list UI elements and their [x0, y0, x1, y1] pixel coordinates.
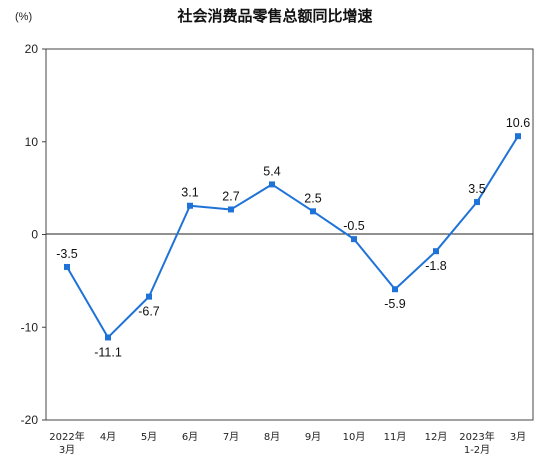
data-point-marker: [392, 286, 398, 293]
x-tick-line: 3月: [510, 431, 526, 443]
x-tick-label: 6月: [182, 431, 198, 443]
x-tick-label: 7月: [223, 431, 239, 443]
x-tick-line: 1-2月: [464, 444, 490, 456]
x-tick-label: 2023年 1-2月: [459, 430, 494, 456]
x-tick-line: 2022年: [49, 430, 84, 443]
data-label: -3.5: [56, 247, 78, 261]
data-point-marker: [146, 293, 152, 300]
x-tick-label: 4月: [100, 431, 116, 443]
x-tick-label: 5月: [141, 431, 157, 443]
data-label: -5.9: [384, 297, 406, 311]
data-label: -11.1: [94, 345, 122, 359]
data-markers: [64, 133, 521, 341]
data-point-marker: [64, 263, 70, 270]
x-tick-label: 10月: [343, 431, 366, 443]
data-label: -6.7: [138, 305, 160, 319]
x-tick-line: 10月: [343, 431, 366, 443]
x-tick-line: 8月: [264, 431, 280, 443]
x-tick-line: 6月: [182, 431, 198, 443]
x-tick-label: 9月: [305, 431, 321, 443]
x-tick-line: 5月: [141, 431, 157, 443]
y-tick-label: 10: [25, 135, 39, 149]
data-label: -1.8: [425, 259, 447, 273]
data-label: 2.7: [222, 189, 239, 203]
data-point-marker: [310, 208, 316, 215]
data-label: 3.1: [181, 186, 198, 200]
data-point-marker: [474, 199, 480, 206]
x-tick-label: 3月: [510, 431, 526, 443]
x-tick-line: 11月: [384, 431, 407, 443]
y-axis-ticks: 20 10 0 -10 -20: [21, 42, 46, 427]
data-point-marker: [105, 334, 111, 341]
y-tick-label: -10: [21, 320, 39, 334]
x-tick-label: 12月: [425, 431, 448, 443]
data-label: 3.5: [468, 182, 485, 196]
series-line: [66, 135, 519, 339]
y-tick-label: 0: [31, 228, 38, 242]
data-point-marker: [228, 206, 234, 213]
x-tick-line: 7月: [223, 431, 239, 443]
data-label: 5.4: [263, 164, 280, 178]
data-label: 2.5: [304, 191, 321, 205]
chart-title: 社会消费品零售总额同比增速: [176, 7, 372, 25]
x-tick-label: 11月: [384, 431, 407, 443]
y-tick-label: -20: [21, 413, 39, 427]
x-tick-line: 4月: [100, 431, 116, 443]
data-label: -0.5: [343, 219, 365, 233]
data-labels: -3.5 -11.1 -6.7 3.1 2.7 5.4 2.5 -0.5 -5.9 -1.8 3.5…: [56, 116, 530, 359]
data-point-marker: [515, 133, 521, 140]
data-label: 10.6: [506, 116, 530, 130]
x-tick-line: 9月: [305, 431, 321, 443]
x-tick-line: 2023年: [459, 430, 494, 443]
x-tick-label: 2022年 3月: [49, 430, 84, 456]
x-tick-label: 8月: [264, 431, 280, 443]
data-point-marker: [433, 248, 439, 255]
y-tick-label: 20: [25, 42, 39, 56]
y-unit-label: (%): [15, 11, 32, 23]
data-point-marker: [269, 181, 275, 188]
x-tick-line: 12月: [425, 431, 448, 443]
x-tick-line: 3月: [59, 444, 75, 456]
data-point-marker: [187, 202, 193, 209]
data-point-marker: [351, 236, 357, 243]
